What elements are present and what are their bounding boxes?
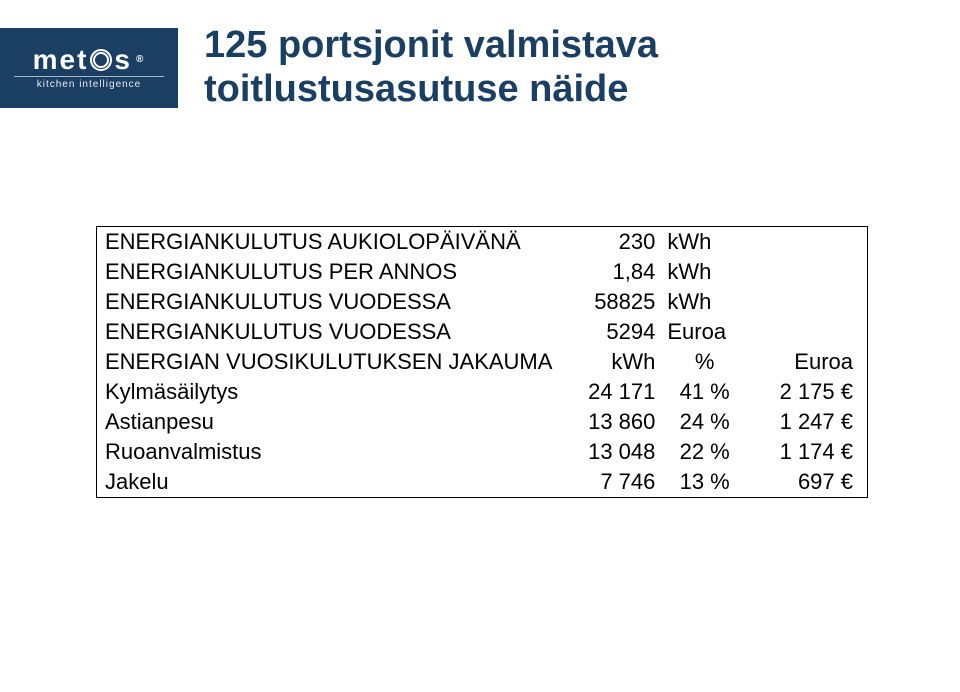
summary-row: ENERGIANKULUTUS VUODESSA58825kWh [97, 287, 867, 317]
brand-text-left: met [33, 46, 89, 74]
summary-blank [748, 317, 867, 347]
summary-label: ENERGIANKULUTUS PER ANNOS [97, 257, 558, 287]
breakdown-header-eur: Euroa [748, 347, 867, 377]
breakdown-label: Jakelu [97, 467, 558, 497]
summary-row: ENERGIANKULUTUS AUKIOLOPÄIVÄNÄ230kWh [97, 227, 867, 257]
brand-wordmark: met s ® [33, 46, 146, 74]
summary-label: ENERGIANKULUTUS AUKIOLOPÄIVÄNÄ [97, 227, 558, 257]
summary-unit: kWh [661, 257, 748, 287]
brand-o-icon [90, 49, 112, 71]
energy-table: ENERGIANKULUTUS AUKIOLOPÄIVÄNÄ230kWhENER… [96, 226, 868, 498]
summary-blank [748, 287, 867, 317]
breakdown-row: Astianpesu13 86024 %1 247 € [97, 407, 867, 437]
brand-logo: met s ® kitchen intelligence [0, 28, 178, 108]
breakdown-label: Ruoanvalmistus [97, 437, 558, 467]
breakdown-kwh: 13 048 [558, 437, 661, 467]
summary-row: ENERGIANKULUTUS VUODESSA5294Euroa [97, 317, 867, 347]
title-line-2: toitlustusasutuse näide [204, 68, 658, 112]
breakdown-header-kwh: kWh [558, 347, 661, 377]
breakdown-row: Jakelu7 74613 %697 € [97, 467, 867, 497]
breakdown-kwh: 24 171 [558, 377, 661, 407]
summary-blank [748, 257, 867, 287]
breakdown-row: Kylmäsäilytys24 17141 %2 175 € [97, 377, 867, 407]
summary-value: 5294 [558, 317, 661, 347]
brand-text-right: s [114, 46, 132, 74]
breakdown-eur: 697 € [748, 467, 867, 497]
summary-row: ENERGIANKULUTUS PER ANNOS1,84kWh [97, 257, 867, 287]
summary-blank [748, 227, 867, 257]
summary-value: 230 [558, 227, 661, 257]
title-line-1: 125 portsjonit valmistava [204, 24, 658, 68]
breakdown-eur: 1 174 € [748, 437, 867, 467]
page-title: 125 portsjonit valmistava toitlustusasut… [204, 24, 658, 111]
registered-icon: ® [136, 55, 145, 65]
breakdown-header-pct: % [661, 347, 748, 377]
breakdown-eur: 1 247 € [748, 407, 867, 437]
summary-value: 58825 [558, 287, 661, 317]
breakdown-kwh: 13 860 [558, 407, 661, 437]
breakdown-header-row: ENERGIAN VUOSIKULUTUKSEN JAKAUMA kWh % E… [97, 347, 867, 377]
summary-label: ENERGIANKULUTUS VUODESSA [97, 317, 558, 347]
summary-unit: kWh [661, 227, 748, 257]
summary-value: 1,84 [558, 257, 661, 287]
breakdown-eur: 2 175 € [748, 377, 867, 407]
breakdown-pct: 41 % [661, 377, 748, 407]
breakdown-header-label: ENERGIAN VUOSIKULUTUKSEN JAKAUMA [97, 347, 558, 377]
summary-unit: kWh [661, 287, 748, 317]
breakdown-label: Astianpesu [97, 407, 558, 437]
summary-unit: Euroa [661, 317, 748, 347]
breakdown-kwh: 7 746 [558, 467, 661, 497]
summary-label: ENERGIANKULUTUS VUODESSA [97, 287, 558, 317]
brand-tagline: kitchen intelligence [14, 76, 164, 90]
breakdown-pct: 13 % [661, 467, 748, 497]
breakdown-pct: 24 % [661, 407, 748, 437]
breakdown-pct: 22 % [661, 437, 748, 467]
breakdown-row: Ruoanvalmistus13 04822 %1 174 € [97, 437, 867, 467]
breakdown-label: Kylmäsäilytys [97, 377, 558, 407]
